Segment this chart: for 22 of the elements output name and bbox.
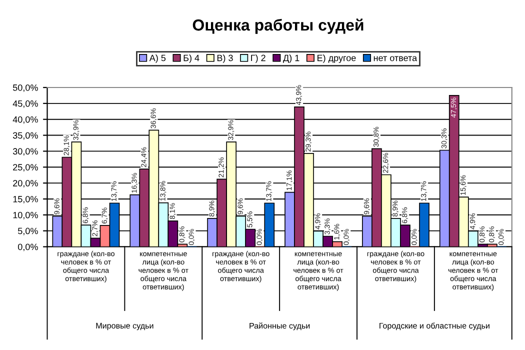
y-tick-label: 50,0% — [12, 84, 38, 92]
y-tick-label: 45,0% — [12, 100, 38, 108]
y-tick-label: 30,0% — [12, 148, 38, 156]
legend-label: В) 3 — [217, 54, 233, 63]
legend-label: Е) другое — [318, 54, 356, 63]
y-tick-label: 10,0% — [13, 212, 38, 220]
legend-label: Г) 2 — [251, 54, 266, 63]
y-tick-label: 0,0% — [18, 244, 38, 252]
y-tick-label: 20,0% — [13, 180, 38, 188]
y-tick-label: 25,0% — [13, 164, 38, 172]
y-tick-label: 15,0% — [13, 196, 38, 204]
y-tick-label: 40,0% — [12, 116, 38, 124]
legend-label: Д) 1 — [283, 54, 300, 63]
legend-label: Б) 4 — [184, 54, 200, 63]
text: Районные судьи — [250, 322, 310, 330]
y-tick-label: 35,0% — [12, 132, 38, 140]
legend-label: А) 5 — [149, 54, 166, 63]
chart-title: Оценка работы судей — [192, 18, 364, 34]
legend-label: нет ответа — [374, 56, 418, 62]
y-tick-label: 5,0% — [18, 228, 38, 236]
text: Мировые судьи — [96, 322, 154, 330]
text: Городские и областные судьи — [380, 322, 490, 330]
